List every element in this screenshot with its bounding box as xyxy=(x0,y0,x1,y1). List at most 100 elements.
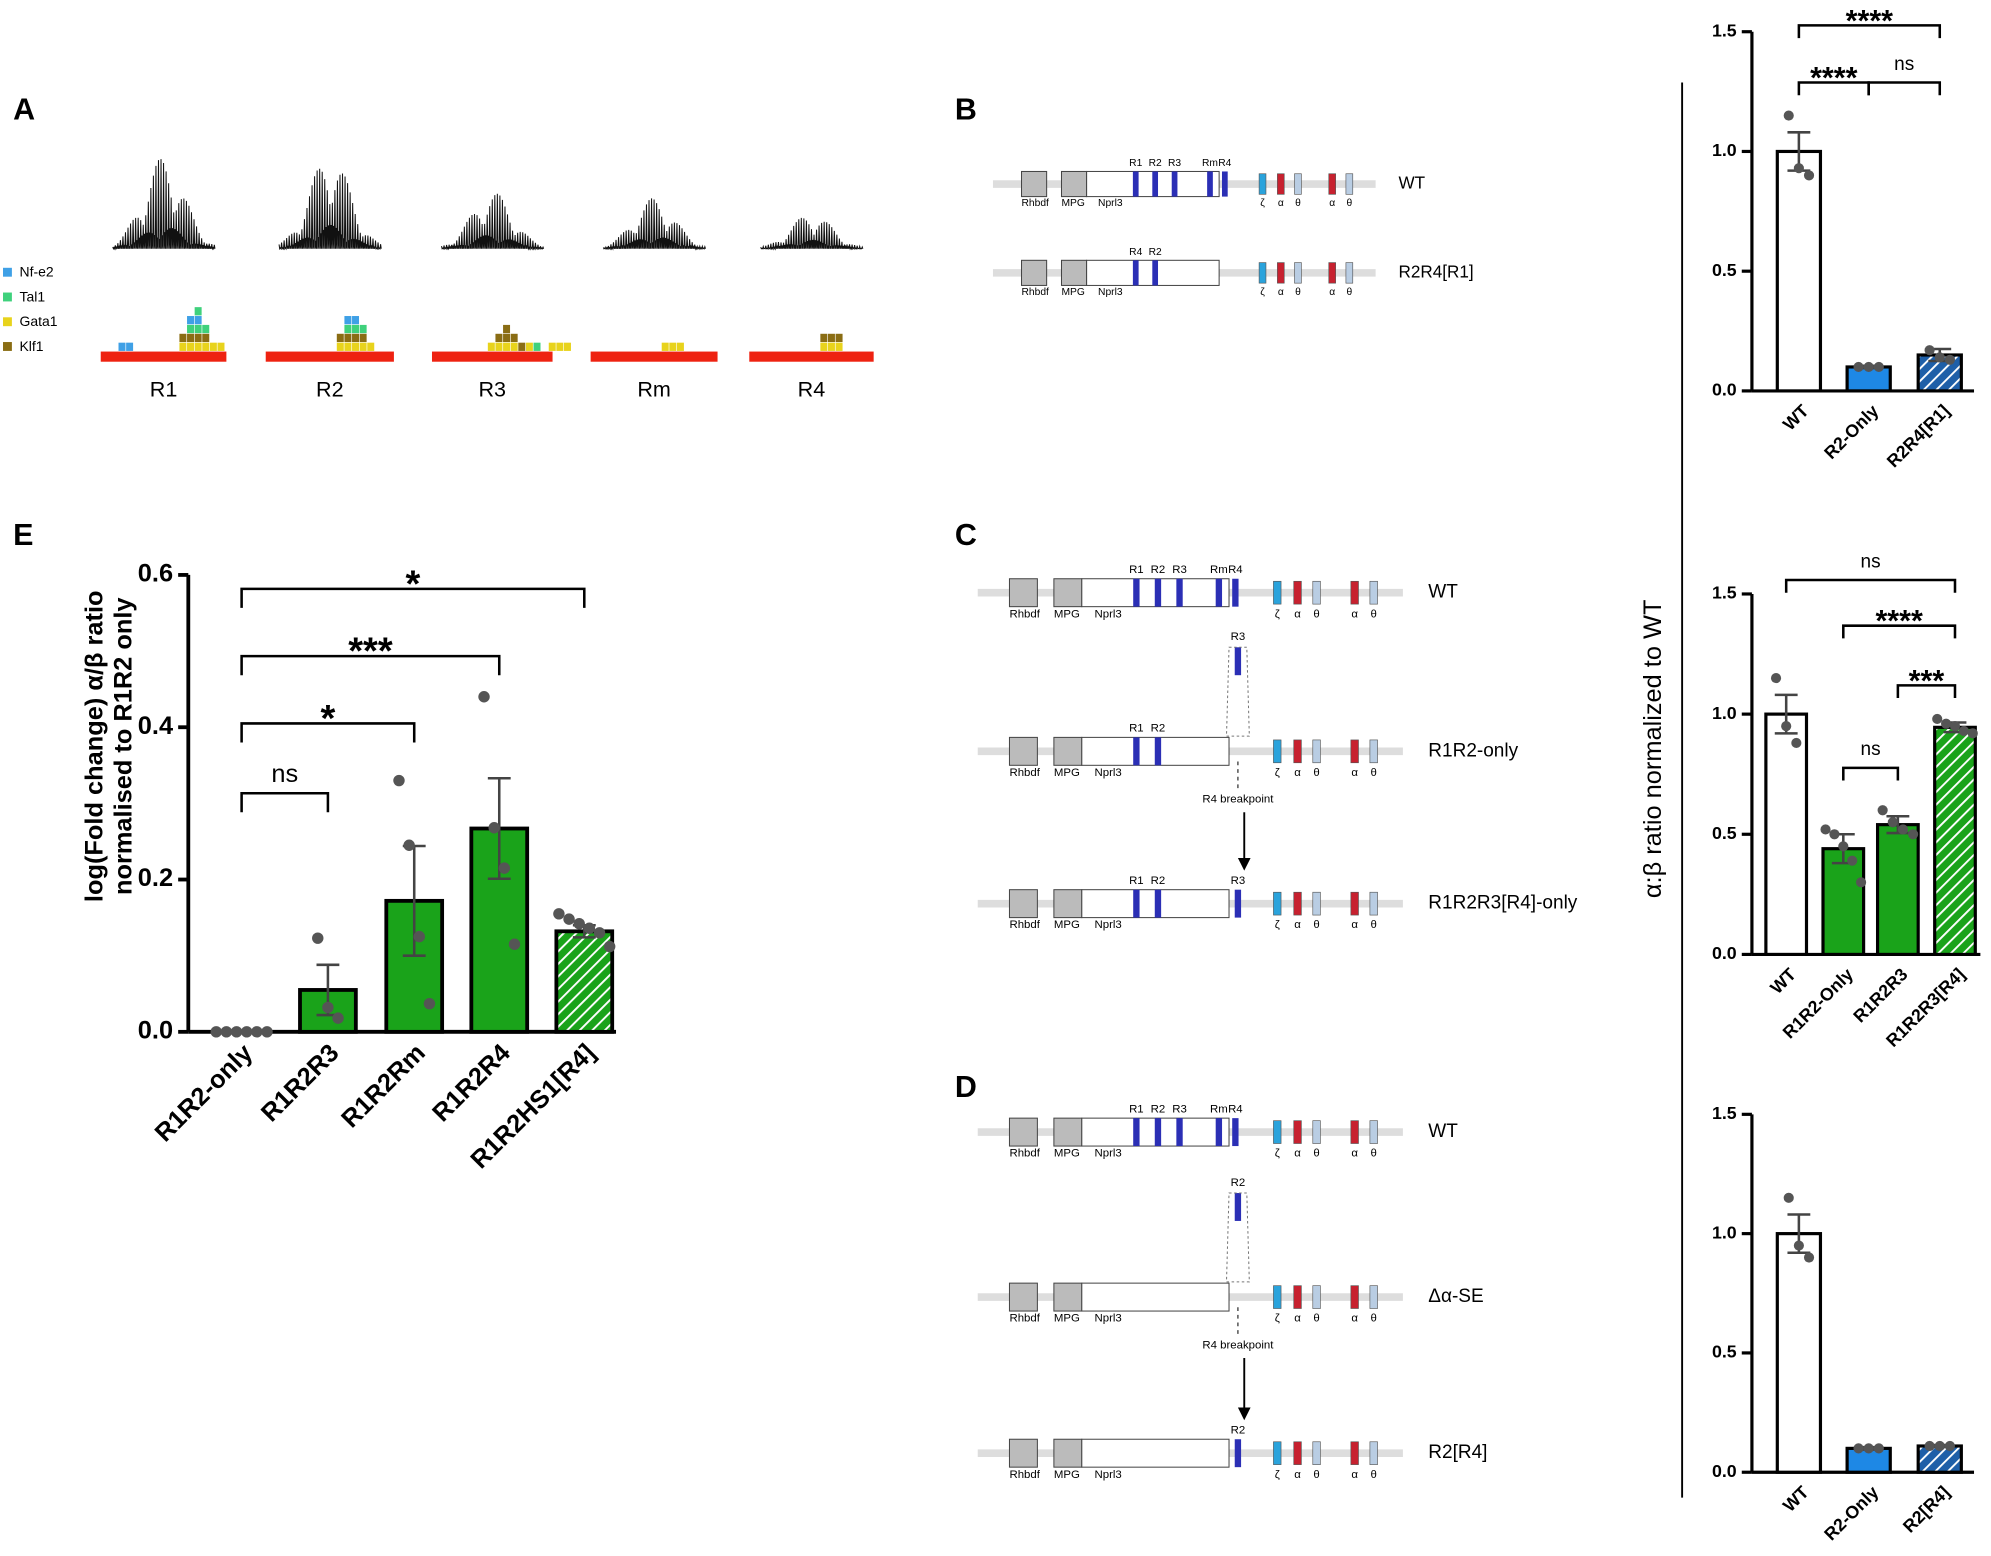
y-tick-label: 0.2 xyxy=(138,864,173,892)
data-point xyxy=(1803,1252,1815,1263)
data-point xyxy=(1924,1440,1935,1452)
x-tick-label: R1R2R3 xyxy=(256,1039,345,1128)
globin-gene xyxy=(1369,739,1378,764)
motif-box xyxy=(336,342,344,351)
globin-label: ζ xyxy=(1275,1469,1280,1481)
y-axis-title: log(Fold change) α/β ratio xyxy=(80,590,108,902)
x-tick-label: R1R2R4 xyxy=(427,1039,516,1128)
globin-gene xyxy=(1312,1285,1321,1309)
y-tick-label: 0.0 xyxy=(1712,1461,1737,1481)
significance-bracket xyxy=(1797,24,1942,39)
enhancer xyxy=(1133,1118,1140,1147)
data-point xyxy=(220,1026,233,1038)
enhancer-label: R1 xyxy=(1129,158,1142,169)
bar xyxy=(1775,1232,1823,1474)
globin-label: θ xyxy=(1313,919,1319,931)
x-tick-label: WT xyxy=(1779,401,1813,435)
globin-gene xyxy=(1350,1441,1359,1465)
motif-box xyxy=(126,342,134,351)
enhancer xyxy=(1133,889,1140,918)
legend-swatch xyxy=(3,342,12,351)
bar xyxy=(1764,712,1809,957)
enhancer xyxy=(1132,260,1139,286)
data-point xyxy=(563,913,575,925)
data-point xyxy=(1793,1240,1804,1251)
significance-label: *** xyxy=(348,631,393,673)
globin-label: θ xyxy=(1313,608,1319,620)
data-point xyxy=(1887,817,1898,828)
globin-gene xyxy=(1293,891,1302,916)
data-point xyxy=(312,932,324,944)
globin-label: α xyxy=(1351,1469,1358,1481)
globin-label: θ xyxy=(1371,919,1377,931)
enhancer-label: R2 xyxy=(1151,564,1166,576)
data-point xyxy=(1793,163,1804,174)
allele-name: Δα-SE xyxy=(1428,1286,1483,1307)
gene-box xyxy=(1053,736,1083,766)
gene-box xyxy=(1008,578,1038,608)
arrow-head xyxy=(1237,1407,1251,1421)
motif-box xyxy=(187,316,195,325)
motif-box xyxy=(187,324,195,334)
enhancer-label: Rm xyxy=(1210,1103,1228,1115)
globin-label: ζ xyxy=(1275,608,1280,620)
significance-label: **** xyxy=(1846,4,1894,38)
data-point xyxy=(508,938,521,950)
motif-box xyxy=(518,342,526,351)
gene-label: Nprl3 xyxy=(1094,919,1121,931)
legend-label: Gata1 xyxy=(20,313,58,329)
globin-label: θ xyxy=(1313,1148,1319,1160)
enhancer-label: R3 xyxy=(1172,564,1187,576)
enhancer-label: R3 xyxy=(1168,158,1181,169)
gene-box xyxy=(1008,1438,1038,1468)
enhancer xyxy=(1154,578,1162,607)
gene-label: MPG xyxy=(1054,608,1080,620)
motif-box xyxy=(359,324,367,334)
signal-peak xyxy=(441,193,545,251)
data-point xyxy=(593,927,606,939)
significance-label: * xyxy=(406,563,421,605)
motif-box xyxy=(344,333,352,343)
data-point xyxy=(583,922,596,934)
significance-label: ns xyxy=(1861,739,1881,760)
significance-label: **** xyxy=(1875,604,1923,638)
gene-box xyxy=(1060,170,1088,198)
motif-box xyxy=(202,342,210,351)
globin-gene xyxy=(1293,1120,1302,1144)
allele-name: R2[R4] xyxy=(1428,1442,1487,1463)
enhancer-label: Rm xyxy=(1210,564,1228,576)
globin-label: ζ xyxy=(1275,919,1280,931)
globin-label: α xyxy=(1351,919,1358,931)
arrow-head xyxy=(1237,857,1251,871)
significance-bracket xyxy=(1784,578,1957,593)
panel-label: D xyxy=(955,1070,977,1104)
region-label: R3 xyxy=(478,377,506,402)
significance-label: *** xyxy=(1909,664,1945,698)
enhancer-label: R2 xyxy=(1151,875,1166,887)
y-tick-label: 1.5 xyxy=(1712,583,1737,603)
globin-gene xyxy=(1258,262,1267,284)
motif-box xyxy=(510,342,518,351)
enhancer-label: R1 xyxy=(1129,723,1144,735)
data-point xyxy=(322,1001,334,1014)
significance-label: * xyxy=(321,698,336,740)
x-tick-label: WT xyxy=(1779,1482,1813,1516)
insert-outline xyxy=(1225,1192,1250,1283)
data-point xyxy=(1838,841,1849,852)
y-tick-label: 1.5 xyxy=(1712,1103,1737,1123)
motif-box xyxy=(194,333,202,343)
bar xyxy=(1821,847,1866,957)
motif-box xyxy=(187,342,195,351)
globin-label: θ xyxy=(1346,287,1352,298)
motif-box xyxy=(503,333,511,343)
motif-box xyxy=(525,342,533,351)
globin-gene xyxy=(1312,891,1321,916)
gene-label: Nprl3 xyxy=(1094,1469,1121,1481)
motif-box xyxy=(194,342,202,351)
globin-label: α xyxy=(1351,608,1358,620)
globin-label: α xyxy=(1294,608,1301,620)
legend-label: Klf1 xyxy=(20,338,44,354)
significance-bracket xyxy=(1842,624,1957,639)
globin-label: ζ xyxy=(1275,767,1280,779)
globin-gene xyxy=(1294,173,1302,195)
